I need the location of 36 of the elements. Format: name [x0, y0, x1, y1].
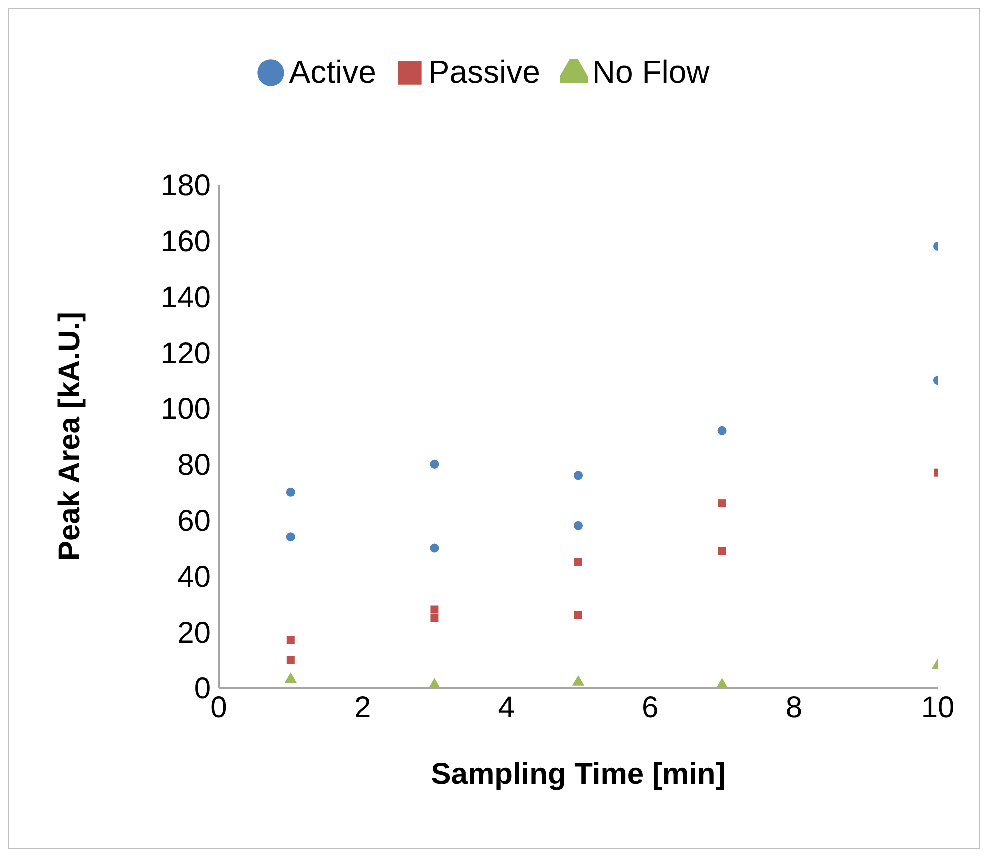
- point: [574, 611, 582, 620]
- point: [718, 547, 726, 556]
- point: [430, 460, 440, 469]
- point: [284, 672, 297, 684]
- x-tick-label: 2: [354, 691, 372, 724]
- y-tick-label: 100: [160, 393, 211, 426]
- x-axis-title: Sampling Time [min]: [431, 758, 726, 791]
- point: [572, 675, 585, 686]
- y-tick-label: 160: [160, 226, 211, 259]
- point: [718, 500, 726, 508]
- y-axis-title: Peak Area [kA.U.]: [54, 312, 87, 561]
- point: [286, 636, 295, 644]
- y-tick-label: 60: [178, 504, 211, 538]
- point: [574, 471, 584, 480]
- legend-label: No Flow: [592, 54, 710, 91]
- y-tick-label: 80: [178, 449, 211, 482]
- point: [574, 521, 584, 530]
- point: [430, 614, 439, 622]
- point: [718, 426, 727, 436]
- y-tick-label: 140: [160, 281, 211, 314]
- y-tick-label: 180: [160, 170, 211, 203]
- point: [430, 544, 440, 553]
- x-tick-label: 4: [498, 691, 515, 724]
- legend-label: Passive: [428, 54, 540, 91]
- y-tick-label: 120: [160, 337, 211, 370]
- point: [286, 488, 296, 497]
- point: [286, 532, 296, 542]
- point: [574, 558, 582, 566]
- point: [430, 606, 439, 614]
- x-tick-label: 10: [921, 691, 955, 724]
- x-tick-label: 8: [786, 691, 803, 724]
- x-tick-label: 6: [642, 691, 659, 724]
- legend-label: Active: [289, 54, 376, 91]
- y-tick-label: 40: [178, 560, 211, 594]
- point: [286, 656, 295, 664]
- y-tick-label: 20: [178, 616, 211, 650]
